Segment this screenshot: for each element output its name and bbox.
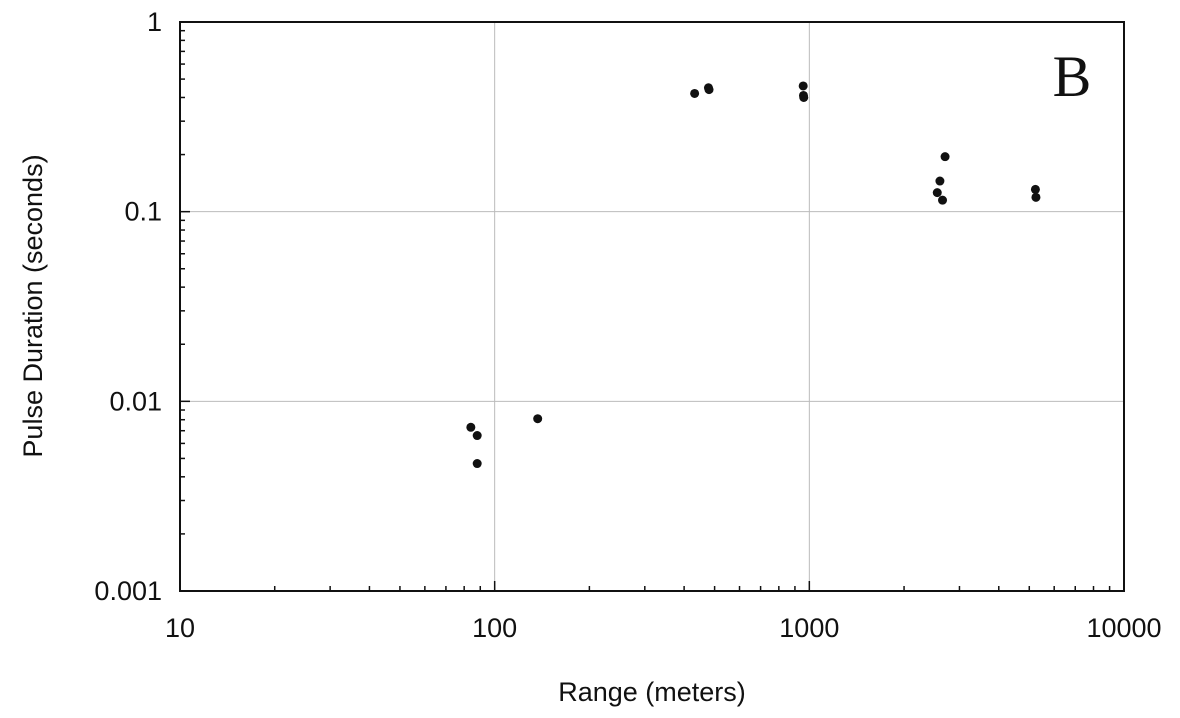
data-point: [466, 422, 476, 432]
data-points: [466, 81, 1041, 469]
x-tick-label: 100: [472, 613, 517, 643]
data-point: [704, 85, 714, 95]
data-point: [472, 431, 482, 441]
data-point: [798, 81, 808, 91]
y-tick-label: 0.1: [124, 197, 162, 227]
data-point: [533, 414, 543, 424]
data-point: [938, 195, 948, 205]
y-tick-label: 0.01: [109, 386, 162, 416]
y-axis-title: Pulse Duration (seconds): [18, 154, 48, 457]
data-point: [935, 176, 945, 186]
data-point: [472, 459, 482, 469]
x-axis-ticks: 10 100 1000 10000: [165, 581, 1162, 643]
data-point: [940, 152, 950, 162]
grid-lines: [180, 22, 1124, 591]
y-tick-label: 1: [147, 7, 162, 37]
data-point: [799, 92, 809, 102]
data-point: [1031, 192, 1041, 202]
y-axis-ticks: 0.001 0.01 0.1 1: [94, 7, 190, 606]
x-tick-label: 1000: [779, 613, 839, 643]
x-axis-title: Range (meters): [558, 677, 746, 707]
panel-label: B: [1053, 44, 1092, 109]
x-tick-label: 10000: [1086, 613, 1161, 643]
x-tick-label: 10: [165, 613, 195, 643]
plot-area: [179, 21, 1125, 592]
data-point: [690, 88, 700, 98]
data-point: [1030, 184, 1040, 194]
data-point: [932, 188, 942, 198]
y-tick-label: 0.001: [94, 576, 162, 606]
